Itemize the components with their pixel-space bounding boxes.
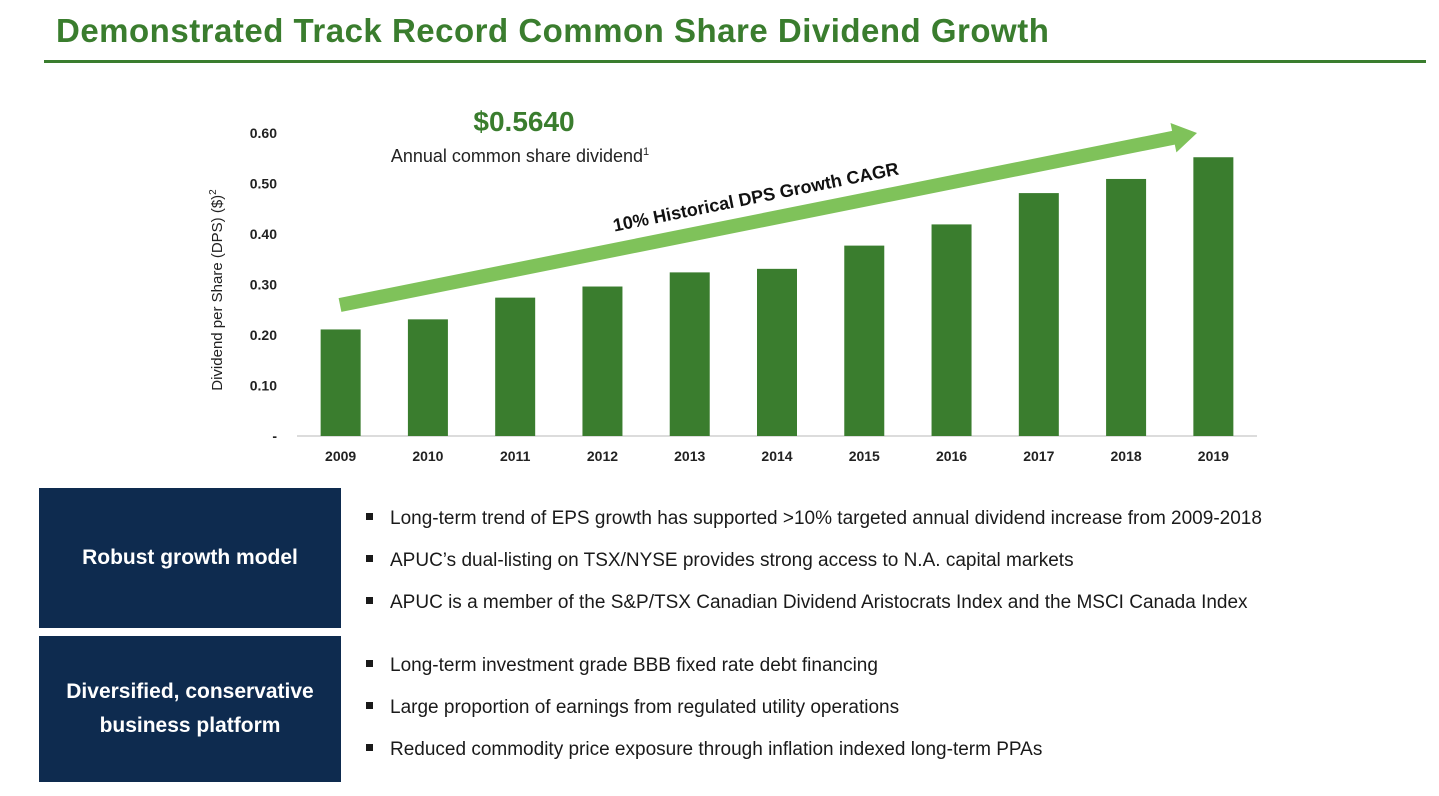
growth-trend-arrow xyxy=(338,123,1198,312)
bar-2011 xyxy=(495,297,536,436)
bullet-item: Reduced commodity price exposure through… xyxy=(366,738,1042,780)
bullet-item: Long-term investment grade BBB fixed rat… xyxy=(366,654,1042,696)
headline-dividend-value: $0.5640 xyxy=(473,106,575,137)
square-bullet-icon xyxy=(366,597,373,605)
x-tick-label: 2017 xyxy=(1023,448,1054,464)
y-tick-label: 0.20 xyxy=(250,327,277,343)
y-tick-label: 0.50 xyxy=(250,176,277,192)
dps-bar-chart: - 0.10 0.20 0.30 0.40 0.50 0.60 Dividend per Sh… xyxy=(208,123,1257,464)
headline-caption-footnote: 1 xyxy=(643,146,650,158)
bullet-item: APUC is a member of the S&P/TSX Canadian… xyxy=(366,591,1262,633)
square-bullet-icon xyxy=(366,702,373,710)
x-tick-label: 2015 xyxy=(849,448,880,464)
page-title: Demonstrated Track Record Common Share D… xyxy=(56,12,1050,49)
bullet-text: Reduced commodity price exposure through… xyxy=(390,739,1043,760)
x-tick-label: 2014 xyxy=(761,448,792,464)
x-tick-label: 2016 xyxy=(936,448,967,464)
x-tick-label: 2013 xyxy=(674,448,705,464)
y-tick-label: - xyxy=(272,428,277,444)
square-bullet-icon xyxy=(366,513,373,521)
square-bullet-icon xyxy=(366,555,373,563)
headline-dividend-caption: Annual common share dividend1 xyxy=(320,146,720,167)
bar-2014 xyxy=(757,268,797,436)
y-tick-label: 0.30 xyxy=(250,277,277,293)
bullet-text: APUC’s dual-listing on TSX/NYSE provides… xyxy=(390,550,1074,571)
section-bullets-robust-growth: Long-term trend of EPS growth has suppor… xyxy=(366,507,1262,633)
y-tick-label: 0.40 xyxy=(250,226,277,242)
section-label: Diversified, conservative business platf… xyxy=(66,680,314,737)
bullet-text: Large proportion of earnings from regula… xyxy=(390,697,900,718)
y-axis-label-text: Dividend per Share (DPS) ($) xyxy=(209,195,226,391)
bar-2013 xyxy=(669,272,710,436)
square-bullet-icon xyxy=(366,660,373,668)
x-tick-label: 2010 xyxy=(412,448,443,464)
bullet-text: APUC is a member of the S&P/TSX Canadian… xyxy=(390,592,1248,613)
bullet-item: APUC’s dual-listing on TSX/NYSE provides… xyxy=(366,549,1262,591)
x-tick-label: 2018 xyxy=(1111,448,1142,464)
bullet-item: Long-term trend of EPS growth has suppor… xyxy=(366,507,1262,549)
x-tick-label: 2019 xyxy=(1198,448,1229,464)
section-panel-diversified-platform: Diversified, conservative business platf… xyxy=(39,636,341,782)
bar-2018 xyxy=(1106,178,1147,436)
y-axis-label: Dividend per Share (DPS) ($)2 xyxy=(208,189,226,391)
x-tick-label: 2011 xyxy=(500,448,531,464)
bar-2016 xyxy=(931,224,972,436)
headline-caption-text: Annual common share dividend xyxy=(390,146,644,166)
square-bullet-icon xyxy=(366,744,373,752)
bar-2010 xyxy=(407,319,448,436)
section-bullets-diversified-platform: Long-term investment grade BBB fixed rat… xyxy=(366,654,1042,780)
x-tick-label: 2009 xyxy=(325,448,356,464)
bar-2012 xyxy=(582,286,623,436)
x-tick-label: 2012 xyxy=(587,448,618,464)
y-tick-label: 0.60 xyxy=(250,125,277,141)
bar-2015 xyxy=(844,245,885,436)
bar-2017 xyxy=(1018,193,1059,436)
y-tick-label: 0.10 xyxy=(250,378,277,394)
title-divider xyxy=(44,60,1426,63)
bar-2019 xyxy=(1193,157,1234,437)
bullet-text: Long-term investment grade BBB fixed rat… xyxy=(390,655,878,676)
section-panel-robust-growth: Robust growth model xyxy=(39,488,341,628)
y-axis-label-footnote: 2 xyxy=(208,189,219,195)
section-label: Robust growth model xyxy=(82,546,298,569)
bullet-text: Long-term trend of EPS growth has suppor… xyxy=(390,508,1262,529)
bar-2009 xyxy=(320,329,361,436)
bullet-item: Large proportion of earnings from regula… xyxy=(366,696,1042,738)
